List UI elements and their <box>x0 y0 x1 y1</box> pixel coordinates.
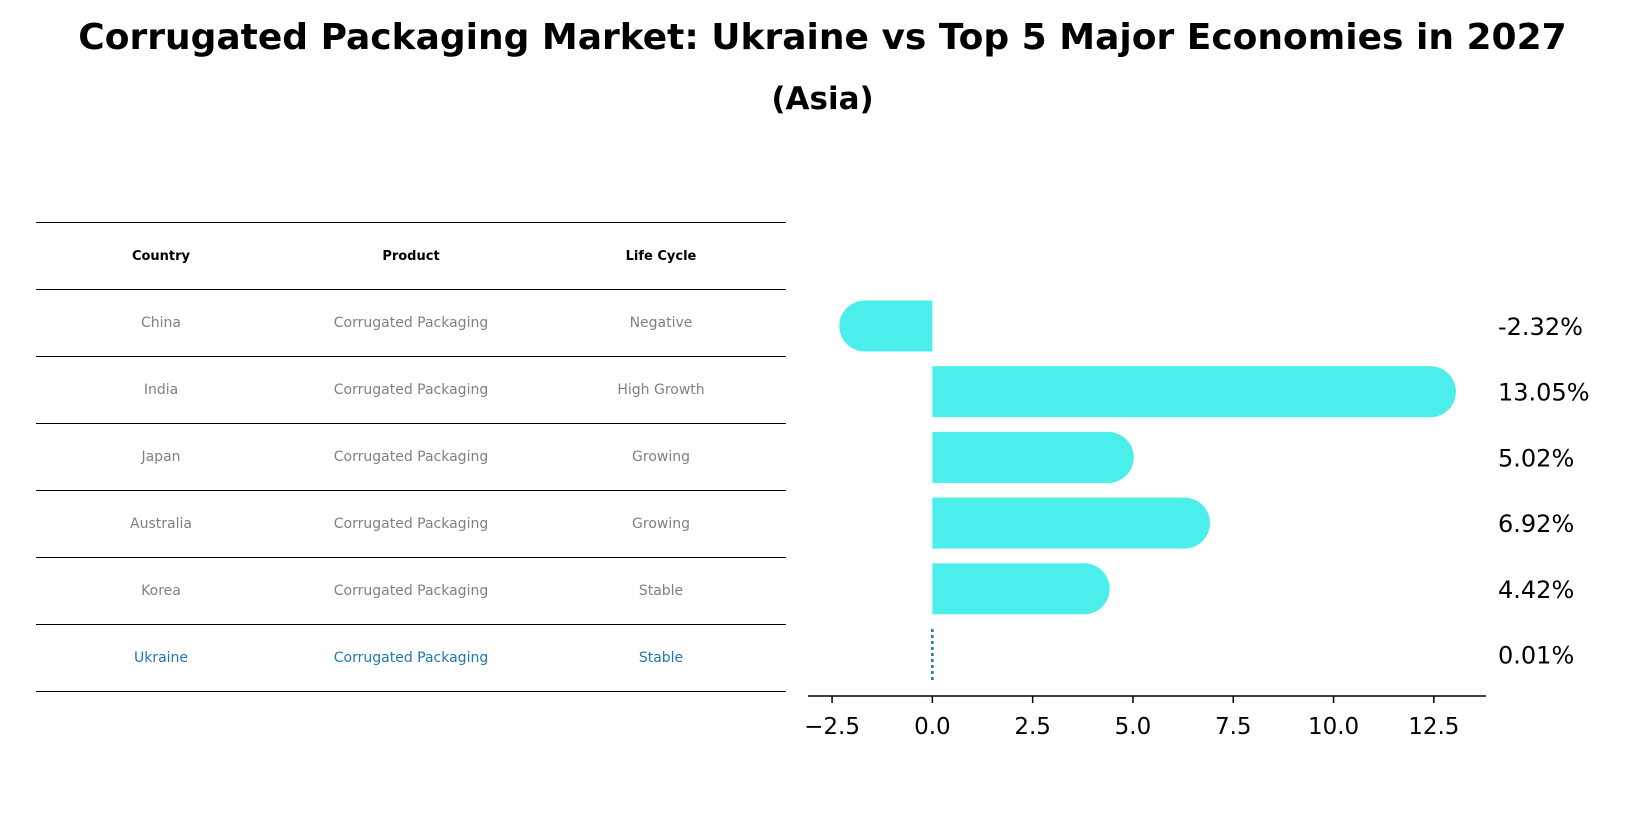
x-tick-label: −2.5 <box>804 714 860 740</box>
table-cell: Growing <box>632 449 690 465</box>
table-cell: Stable <box>638 650 684 666</box>
table-cell: Ukraine <box>133 650 189 666</box>
bar-cap-japan <box>1082 431 1134 483</box>
x-tick-label: 10.0 <box>1308 714 1359 740</box>
chart-subtitle: (Asia) <box>771 81 874 117</box>
chart-title: Corrugated Packaging Market: Ukraine vs … <box>78 17 1567 58</box>
bar-india <box>932 366 1431 418</box>
table-row: Japan Corrugated Packaging Growing <box>36 423 786 490</box>
table-cell: Corrugated Packaging <box>333 382 489 398</box>
x-tick-label: 7.5 <box>1215 714 1252 740</box>
data-label-china: -2.32% <box>1498 313 1583 341</box>
x-tick-label: 12.5 <box>1408 714 1459 740</box>
table-row: Australia Corrugated Packaging Growing <box>36 490 786 557</box>
x-tick-label: 2.5 <box>1014 714 1051 740</box>
table-cell: Japan <box>141 449 181 465</box>
table-cell: Corrugated Packaging <box>333 650 489 666</box>
data-label-ukraine: 0.01% <box>1498 642 1574 670</box>
table-cell: Stable <box>638 583 684 599</box>
bar-australia <box>932 497 1185 549</box>
bar-cap-korea <box>1058 563 1110 615</box>
table-cell: Growing <box>632 516 690 532</box>
table-cell: Korea <box>141 583 181 599</box>
data-label-korea: 4.42% <box>1498 576 1574 604</box>
bar-japan <box>932 431 1109 483</box>
table-header-cell: Product <box>382 248 440 264</box>
x-tick-label: 5.0 <box>1115 714 1152 740</box>
table-row-highlight: Ukraine Corrugated Packaging Stable <box>36 624 786 692</box>
x-tick-label: 0.0 <box>914 714 951 740</box>
bar-cap-china <box>839 300 891 352</box>
table-row: China Corrugated Packaging Negative <box>36 289 786 356</box>
bar-cap-india <box>1404 366 1456 418</box>
table-header-cell: Country <box>131 248 191 264</box>
table-header-row: Country Product Life Cycle <box>36 222 786 289</box>
table-cell: Australia <box>130 516 192 532</box>
table-cell: India <box>143 382 179 398</box>
data-label-india: 13.05% <box>1498 379 1590 407</box>
table-row: India Corrugated Packaging High Growth <box>36 356 786 423</box>
data-label-australia: 6.92% <box>1498 510 1574 538</box>
bar-cap-australia <box>1158 497 1210 549</box>
table-cell: Negative <box>629 315 693 331</box>
table-cell: China <box>141 315 181 331</box>
data-table: Country Product Life Cycle China Corruga… <box>36 222 786 692</box>
table-cell: Corrugated Packaging <box>333 315 489 331</box>
table-cell: Corrugated Packaging <box>333 583 489 599</box>
table-cell: High Growth <box>617 382 705 398</box>
table-row: Korea Corrugated Packaging Stable <box>36 557 786 624</box>
data-label-japan: 5.02% <box>1498 444 1574 472</box>
table-cell: Corrugated Packaging <box>333 449 489 465</box>
table-header-cell: Life Cycle <box>625 248 697 264</box>
table-cell: Corrugated Packaging <box>333 516 489 532</box>
